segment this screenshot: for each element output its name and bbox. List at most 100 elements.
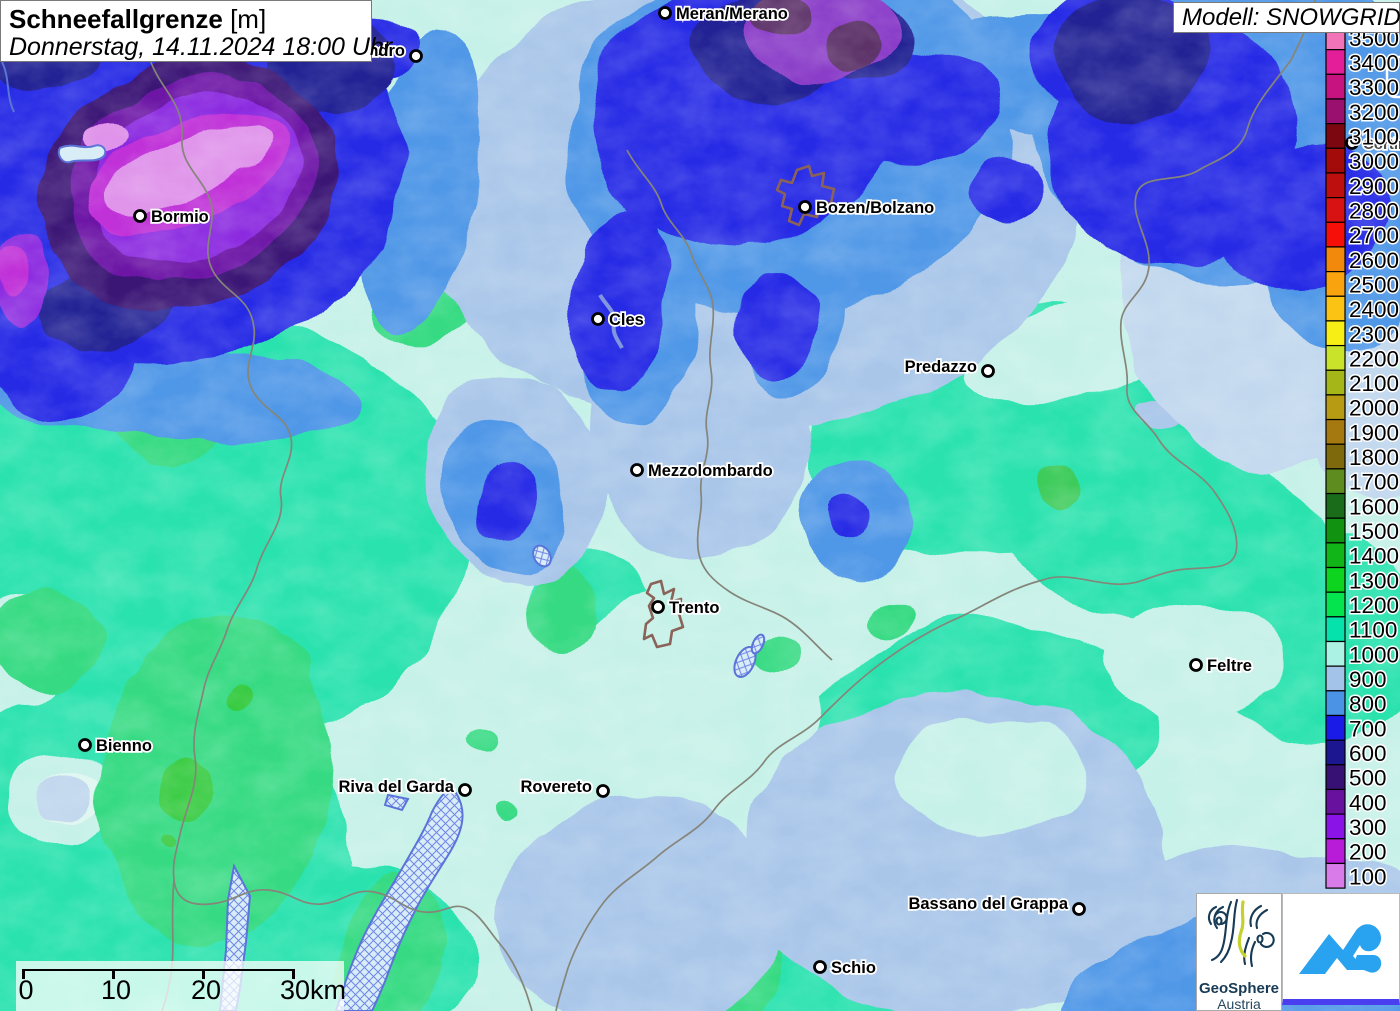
legend-swatch-2700 — [1326, 222, 1345, 247]
title-box: Schneefallgrenze [m] Donnerstag, 14.11.2… — [0, 0, 372, 62]
legend-label-1100: 1100 — [1349, 618, 1397, 643]
legend-swatch-1400 — [1326, 543, 1345, 568]
geosphere-logo-icon — [1197, 894, 1281, 974]
city-label: Predazzo — [905, 358, 977, 376]
legend-swatch-1700 — [1326, 469, 1345, 494]
legend-label-1200: 1200 — [1349, 593, 1399, 618]
city-dot — [460, 785, 471, 796]
city-label: Schio — [831, 959, 876, 977]
legend-label-2100: 2100 — [1349, 371, 1399, 396]
city-riva-del-garda: Riva del Garda — [338, 778, 470, 796]
legend-swatch-100 — [1326, 863, 1345, 888]
legend-label-3400: 3400 — [1349, 50, 1399, 75]
legend-swatch-2400 — [1326, 296, 1345, 321]
geosphere-logo-country: Austria — [1197, 996, 1281, 1011]
legend-label-1700: 1700 — [1349, 470, 1399, 495]
city-label: Mezzolombardo — [648, 462, 773, 480]
scale-line — [22, 969, 293, 971]
scale-label-30km: 30km — [280, 975, 346, 1006]
city-bassano-del-grappa: Bassano del Grappa — [908, 895, 1084, 915]
legend-swatch-3000 — [1326, 148, 1345, 173]
city-meran-merano: Meran/Merano — [660, 5, 788, 23]
legend-label-300: 300 — [1349, 815, 1387, 840]
legend-swatch-2300 — [1326, 321, 1345, 346]
legend-swatch-2000 — [1326, 395, 1345, 420]
legend-swatch-3200 — [1326, 99, 1345, 124]
scale-label-10: 10 — [101, 975, 131, 1006]
city-label: Rovereto — [520, 778, 592, 796]
city-dot — [593, 314, 604, 325]
city-dot — [1191, 660, 1202, 671]
city-dot — [1074, 904, 1085, 915]
city-label: Meran/Merano — [676, 5, 788, 23]
model-label: Modell: SNOWGRID — [1182, 4, 1400, 31]
legend-swatch-1200 — [1326, 592, 1345, 617]
geosphere-logo-name: GeoSphere — [1197, 981, 1281, 996]
city-dot — [660, 8, 671, 19]
snowline-map: SilandroMeran/MeranoBozen/BolzanoBormioC… — [0, 0, 1400, 1011]
scale-bar: 0 10 20 30km — [16, 961, 344, 1011]
legend-label-1000: 1000 — [1349, 642, 1399, 667]
city-label: Cles — [609, 311, 644, 329]
mountain-logo-icon — [1295, 908, 1387, 986]
partner-logo-box — [1282, 893, 1400, 1005]
city-label: Bienno — [96, 737, 152, 755]
city-mezzolombardo: Mezzolombardo — [632, 462, 773, 480]
legend-swatch-800 — [1326, 691, 1345, 716]
legend-label-800: 800 — [1349, 692, 1387, 717]
city-dot — [135, 211, 146, 222]
legend-swatch-600 — [1326, 740, 1345, 765]
legend-label-1900: 1900 — [1349, 420, 1399, 445]
model-box: Modell: SNOWGRID — [1173, 2, 1400, 33]
legend-swatch-1500 — [1326, 518, 1345, 543]
legend-label-100: 100 — [1349, 864, 1387, 889]
legend-label-200: 200 — [1349, 840, 1387, 865]
legend-label-2200: 2200 — [1349, 346, 1399, 371]
legend-label-2300: 2300 — [1349, 322, 1399, 347]
legend-label-2700: 2700 — [1349, 223, 1399, 248]
legend-label-3300: 3300 — [1349, 75, 1399, 100]
legend-label-2400: 2400 — [1349, 297, 1399, 322]
legend-label-500: 500 — [1349, 766, 1387, 791]
scale-label-0: 0 — [18, 975, 33, 1006]
city-label: Riva del Garda — [338, 778, 454, 796]
map-datetime: Donnerstag, 14.11.2024 18:00 Uhr — [9, 34, 363, 61]
legend-label-2900: 2900 — [1349, 174, 1399, 199]
city-label: Bassano del Grappa — [908, 895, 1068, 913]
legend-label-1800: 1800 — [1349, 445, 1399, 470]
legend-label-1300: 1300 — [1349, 568, 1399, 593]
legend-swatch-400 — [1326, 789, 1345, 814]
weather-map-stage: SilandroMeran/MeranoBozen/BolzanoBormioC… — [0, 0, 1400, 1011]
city-dot — [80, 740, 91, 751]
legend-swatch-1300 — [1326, 568, 1345, 593]
city-dot — [632, 465, 643, 476]
legend-label-2000: 2000 — [1349, 396, 1399, 421]
legend-swatch-2200 — [1326, 346, 1345, 371]
legend-swatch-200 — [1326, 839, 1345, 864]
scale-label-20: 20 — [191, 975, 221, 1006]
legend-swatch-3400 — [1326, 50, 1345, 75]
city-dot — [411, 51, 422, 62]
legend-label-1600: 1600 — [1349, 494, 1399, 519]
legend-swatch-300 — [1326, 814, 1345, 839]
city-dot — [598, 786, 609, 797]
city-bozen-bolzano: Bozen/Bolzano — [800, 199, 935, 217]
city-dot — [800, 202, 811, 213]
legend-label-1400: 1400 — [1349, 544, 1399, 569]
legend-swatch-1100 — [1326, 617, 1345, 642]
legend-swatch-3100 — [1326, 124, 1345, 149]
legend-label-700: 700 — [1349, 716, 1387, 741]
title-unit: [m] — [223, 4, 266, 34]
legend-swatch-2800 — [1326, 198, 1345, 223]
city-dot — [983, 366, 994, 377]
legend-swatch-2900 — [1326, 173, 1345, 198]
legend-swatch-1600 — [1326, 494, 1345, 519]
legend-label-2800: 2800 — [1349, 198, 1399, 223]
legend-swatch-1800 — [1326, 444, 1345, 469]
legend-swatch-500 — [1326, 765, 1345, 790]
city-label: Bormio — [151, 208, 209, 226]
legend-swatch-900 — [1326, 666, 1345, 691]
legend-swatch-2600 — [1326, 247, 1345, 272]
title-text: Schneefallgrenze — [9, 4, 223, 34]
legend-swatch-2100 — [1326, 370, 1345, 395]
